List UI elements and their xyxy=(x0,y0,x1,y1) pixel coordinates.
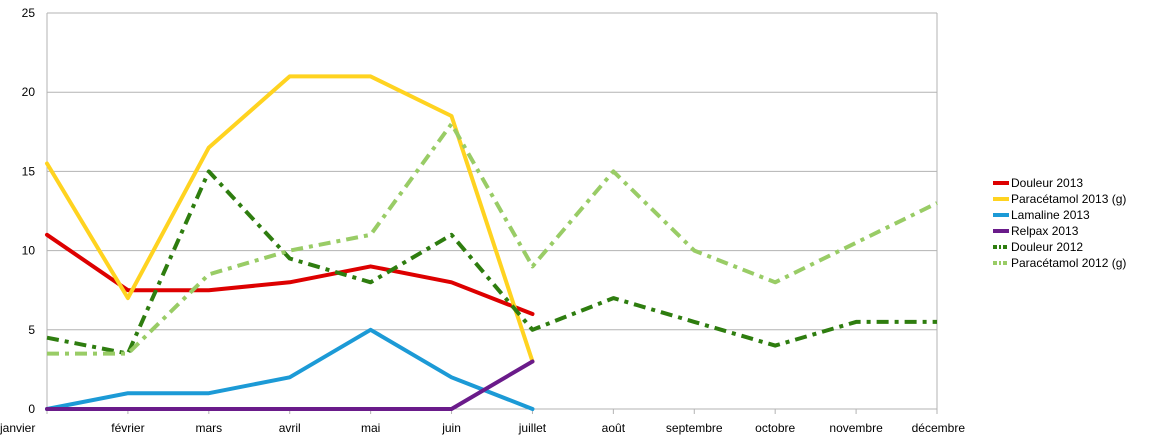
series-line-4 xyxy=(45,359,535,411)
y-tick-label: 20 xyxy=(22,85,36,99)
legend-label: Paracétamol 2013 (g) xyxy=(1011,192,1126,206)
series-lines xyxy=(45,74,938,411)
x-tick-label: octobre xyxy=(755,421,795,435)
series-line-3 xyxy=(45,327,535,411)
legend-label: Douleur 2012 xyxy=(1011,240,1083,254)
x-tick-label: mars xyxy=(195,421,222,435)
x-tick-label: décembre xyxy=(912,421,966,435)
x-tick-label: janvier xyxy=(0,421,35,435)
x-tick-label: avril xyxy=(279,421,301,435)
x-axis-tick-labels: janvier février mars avril mai juin juillet aoû… xyxy=(0,421,965,435)
legend-label: Douleur 2013 xyxy=(1011,176,1083,190)
series-line-2 xyxy=(45,74,535,364)
legend-label: Paracétamol 2012 (g) xyxy=(1011,256,1126,270)
x-tick-label: août xyxy=(602,421,626,435)
x-tick-label: novembre xyxy=(829,421,883,435)
series-line-5 xyxy=(46,169,937,356)
y-axis-tick-labels: 0 5 10 15 20 25 xyxy=(22,6,36,416)
legend: Douleur 2013 Paracétamol 2013 (g) Lamaline… xyxy=(993,176,1126,270)
x-tick-label: juillet xyxy=(518,421,547,435)
y-tick-label: 5 xyxy=(28,323,35,337)
x-tick-label: février xyxy=(111,421,144,435)
x-tick-label: mai xyxy=(361,421,380,435)
x-tick-label: septembre xyxy=(666,421,723,435)
series-line-6 xyxy=(47,121,938,356)
grid-lines xyxy=(47,12,937,410)
series-line-1 xyxy=(45,232,535,316)
legend-label: Relpax 2013 xyxy=(1011,224,1079,238)
y-tick-label: 10 xyxy=(22,244,36,258)
axes xyxy=(46,13,938,414)
y-tick-label: 15 xyxy=(22,164,36,178)
legend-label: Lamaline 2013 xyxy=(1011,208,1090,222)
y-tick-label: 0 xyxy=(28,402,35,416)
y-tick-label: 25 xyxy=(22,6,36,20)
x-tick-label: juin xyxy=(441,421,461,435)
